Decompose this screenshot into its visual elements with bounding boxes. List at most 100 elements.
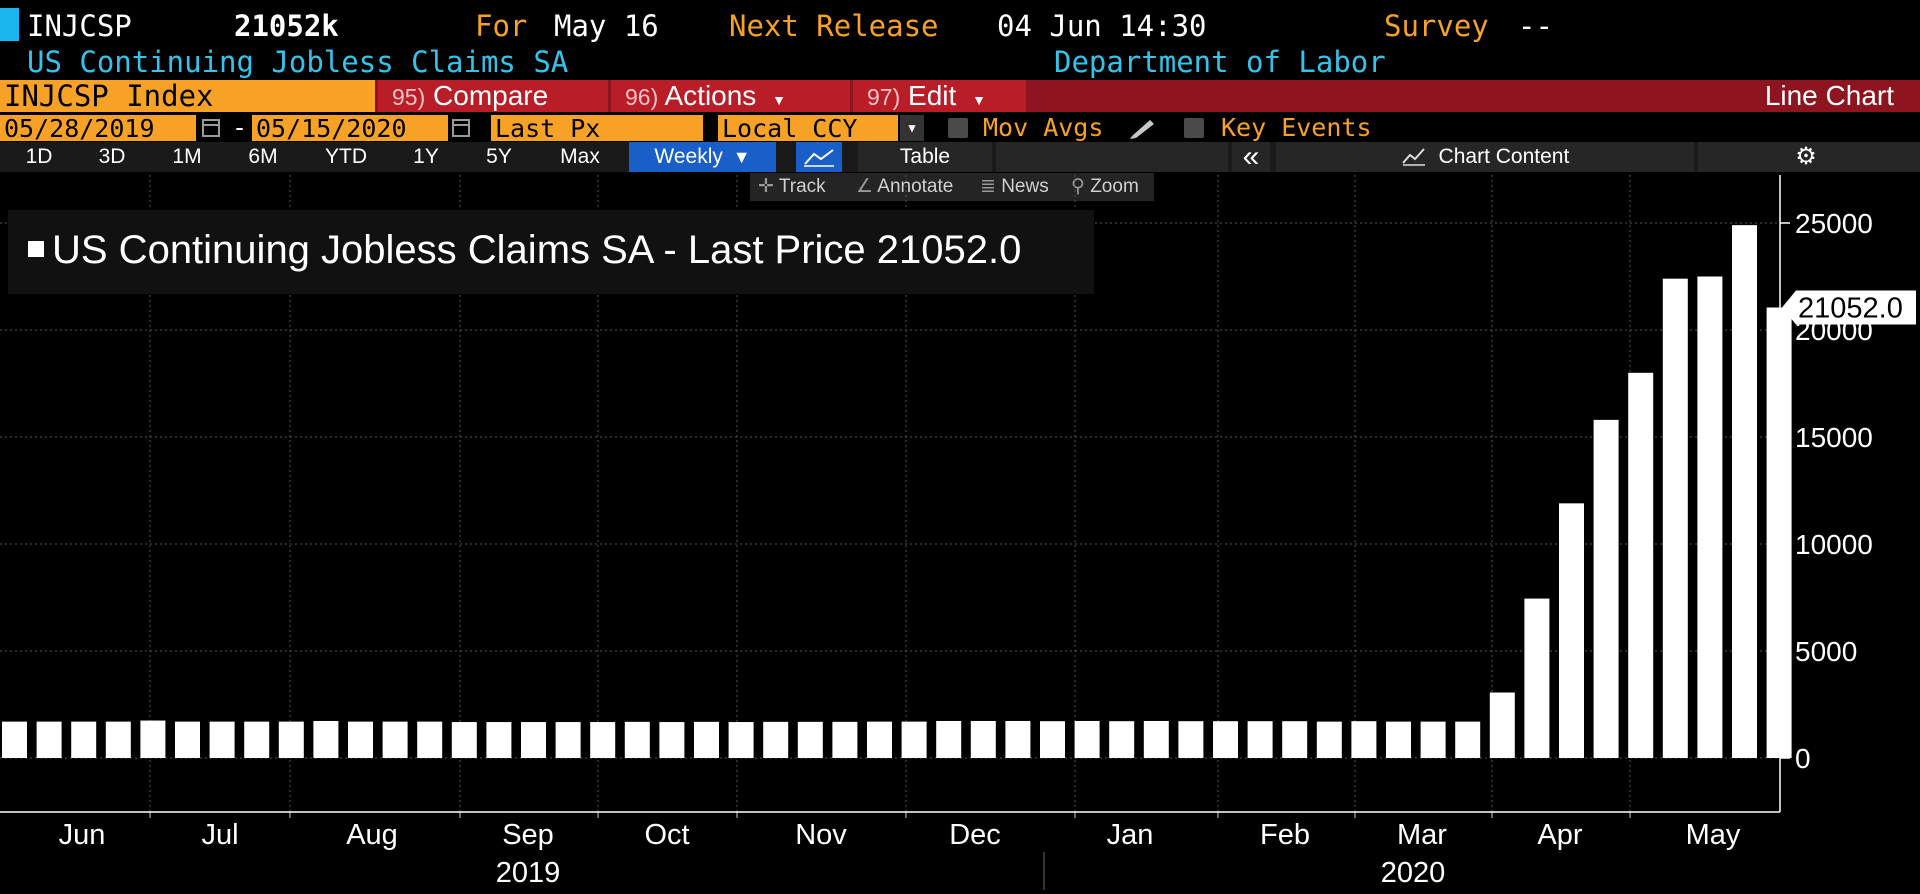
bar bbox=[659, 722, 685, 758]
bar bbox=[1282, 721, 1308, 758]
last-value-tag-text: 21052.0 bbox=[1798, 292, 1903, 324]
period-spacer bbox=[996, 142, 1228, 172]
line-chart-toggle[interactable] bbox=[796, 142, 842, 172]
bar bbox=[867, 721, 892, 758]
bar bbox=[175, 721, 200, 758]
period-1d[interactable]: 1D bbox=[25, 145, 53, 168]
chart-bars bbox=[2, 225, 1792, 758]
bar bbox=[417, 721, 443, 758]
bar bbox=[521, 722, 546, 758]
actions-button[interactable]: 96) Actions ▼ bbox=[611, 80, 850, 112]
calendar-icon[interactable] bbox=[202, 119, 220, 137]
x-year-label: 2019 bbox=[496, 857, 561, 889]
news-icon: ≣ bbox=[980, 176, 996, 197]
period-5y[interactable]: 5Y bbox=[486, 145, 512, 168]
frequency-label: Weekly bbox=[654, 145, 723, 168]
y-tick-label: 5000 bbox=[1795, 636, 1857, 667]
bar bbox=[1213, 721, 1238, 758]
collapse-button[interactable]: « bbox=[1232, 142, 1270, 172]
bar bbox=[1040, 721, 1065, 758]
bar bbox=[1559, 503, 1584, 758]
security-field[interactable]: INJCSP Index bbox=[0, 80, 375, 112]
period-1y[interactable]: 1Y bbox=[413, 145, 439, 168]
zoom-tool[interactable]: ⚲ Zoom bbox=[1071, 173, 1139, 201]
legend-entry: US Continuing Jobless Claims SA - Last P… bbox=[52, 222, 1021, 278]
compare-label: Compare bbox=[433, 80, 549, 111]
period-6m[interactable]: 6M bbox=[248, 145, 278, 168]
data-source: Department of Labor bbox=[1054, 45, 1386, 79]
period-max[interactable]: Max bbox=[560, 145, 600, 168]
track-tool[interactable]: ✛ Track bbox=[758, 173, 826, 201]
bar bbox=[901, 721, 927, 758]
chevron-down-icon: ▼ bbox=[772, 92, 786, 108]
edit-label: Edit bbox=[908, 80, 957, 111]
bar bbox=[1489, 692, 1515, 758]
bar bbox=[244, 721, 270, 758]
bar bbox=[105, 721, 131, 758]
x-month-label: Oct bbox=[644, 819, 689, 851]
end-date-field[interactable]: 05/15/2020 bbox=[252, 115, 448, 143]
bar bbox=[36, 721, 62, 758]
key-events-checkbox[interactable] bbox=[1184, 118, 1204, 138]
chart-type-label[interactable]: Line Chart bbox=[1764, 80, 1894, 111]
ticker: INJCSP bbox=[27, 9, 132, 43]
x-month-label: Aug bbox=[346, 819, 398, 851]
period-3d[interactable]: 3D bbox=[98, 145, 126, 168]
legend-value: 21052.0 bbox=[876, 228, 1022, 272]
mov-avgs-checkbox[interactable] bbox=[948, 118, 968, 138]
chart-content-button[interactable]: Chart Content bbox=[1276, 142, 1694, 172]
x-year-label: 2020 bbox=[1381, 857, 1446, 889]
chart-content-icon bbox=[1401, 148, 1425, 166]
calendar-icon[interactable] bbox=[452, 119, 470, 137]
y-tick-label: 15000 bbox=[1795, 422, 1873, 453]
currency-dropdown-button[interactable]: ▼ bbox=[900, 115, 924, 141]
key-events-label: Key Events bbox=[1221, 113, 1372, 142]
security-color-marker bbox=[0, 8, 19, 41]
bar bbox=[1455, 721, 1481, 758]
field-selector[interactable]: Last Px bbox=[491, 115, 703, 143]
bar bbox=[694, 721, 719, 758]
bar bbox=[1109, 721, 1135, 758]
line-chart-icon bbox=[804, 149, 834, 167]
x-month-label: Sep bbox=[502, 819, 554, 851]
compare-button[interactable]: 95) Compare bbox=[378, 80, 608, 112]
security-description: US Continuing Jobless Claims SA bbox=[27, 45, 569, 79]
track-label: Track bbox=[778, 176, 826, 197]
bar bbox=[1005, 720, 1031, 758]
currency-selector[interactable]: Local CCY bbox=[718, 115, 898, 143]
start-date-field[interactable]: 05/28/2019 bbox=[0, 115, 196, 143]
actions-number: 96) bbox=[625, 84, 659, 110]
chart-tools-bar bbox=[750, 173, 1154, 201]
x-month-label: Mar bbox=[1397, 819, 1447, 851]
chart-content-label: Chart Content bbox=[1438, 145, 1570, 168]
bar bbox=[1628, 372, 1654, 758]
pencil-icon[interactable] bbox=[1128, 116, 1158, 140]
bar bbox=[763, 721, 789, 758]
x-month-label: Dec bbox=[949, 819, 1001, 851]
bar bbox=[728, 722, 754, 758]
period-ytd[interactable]: YTD bbox=[325, 145, 367, 168]
next-release-label: Next Release bbox=[729, 9, 939, 43]
period-1m[interactable]: 1M bbox=[172, 145, 202, 168]
date-separator: - bbox=[232, 113, 248, 142]
y-tick-label: 10000 bbox=[1795, 529, 1873, 560]
frequency-selector[interactable]: Weekly ▼ bbox=[629, 142, 776, 172]
survey-value: -- bbox=[1518, 9, 1553, 43]
annotate-icon: ∠ bbox=[856, 176, 874, 197]
bar bbox=[590, 722, 616, 758]
table-button[interactable]: Table bbox=[858, 142, 992, 172]
bar bbox=[382, 721, 408, 758]
legend-label: US Continuing Jobless Claims SA - Last P… bbox=[52, 228, 866, 272]
x-month-label: Nov bbox=[795, 819, 847, 851]
news-tool[interactable]: ≣ News bbox=[980, 173, 1049, 201]
gear-icon[interactable]: ⚙ bbox=[1795, 143, 1817, 170]
news-label: News bbox=[1001, 176, 1049, 197]
y-tick-label: 25000 bbox=[1795, 208, 1873, 239]
bar bbox=[555, 722, 581, 758]
bar bbox=[348, 721, 373, 758]
latest-value: 21052k bbox=[234, 9, 339, 43]
chart-legend bbox=[8, 210, 1094, 294]
edit-button[interactable]: 97) Edit ▼ bbox=[853, 80, 1026, 112]
annotate-tool[interactable]: ∠ Annotate bbox=[856, 173, 953, 201]
